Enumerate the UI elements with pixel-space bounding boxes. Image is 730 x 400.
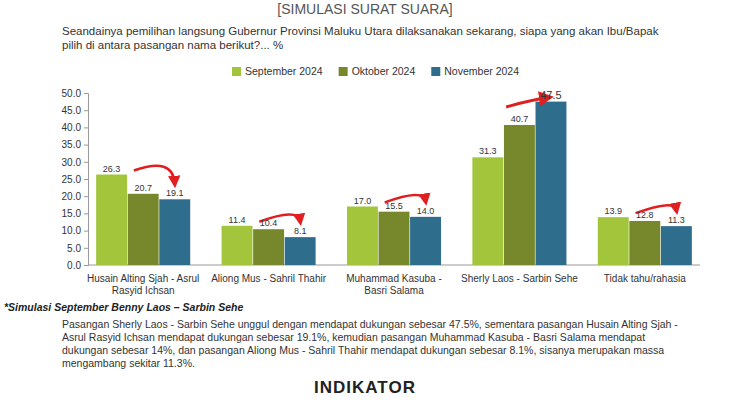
category-label: Tidak tahu/rahasia — [604, 273, 686, 284]
tick-mark — [84, 145, 88, 146]
bar — [629, 221, 660, 265]
tick: 0.0 — [67, 260, 88, 271]
category-label: Aliong Mus - Sahril Thahir — [211, 273, 327, 284]
legend-swatch — [431, 67, 440, 76]
legend-item: Oktober 2024 — [339, 65, 416, 77]
subtitle: Seandainya pemilihan langsung Gubernur P… — [62, 24, 682, 52]
legend: September 2024 Oktober 2024 November 2024 — [232, 65, 519, 77]
data-label: 11.3 — [668, 215, 685, 225]
legend-item: November 2024 — [431, 65, 519, 77]
bar — [285, 237, 316, 265]
tick-mark — [84, 213, 88, 214]
data-labels: 26.3 11.4 17.0 31.3 13.9 20.7 10.4 15.5 40.7 12.8… — [103, 89, 685, 237]
bar — [379, 212, 410, 265]
legend-swatch — [232, 67, 241, 76]
tick-mark — [84, 196, 88, 197]
category-label: Sherly Laos - Sarbin Sehe — [461, 273, 578, 284]
data-label: 15.5 — [385, 201, 403, 211]
bar — [347, 207, 378, 265]
legend-label: September 2024 — [245, 65, 323, 77]
bar — [598, 217, 629, 265]
tick-label: 25.0 — [62, 174, 82, 185]
title: [SIMULASI SURAT SUARA] — [277, 1, 452, 17]
tick-label: 20.0 — [62, 191, 82, 202]
data-label: 19.1 — [166, 188, 184, 198]
tick-label: 15.0 — [62, 208, 82, 219]
tick: 40.0 — [62, 122, 88, 133]
tick: 10.0 — [62, 225, 88, 236]
data-label: 31.3 — [479, 146, 497, 156]
data-label: 26.3 — [103, 164, 121, 174]
tick: 25.0 — [62, 174, 88, 185]
bar — [253, 229, 284, 265]
description: Pasangan Sherly Laos - Sarbin Sehe unggu… — [62, 318, 692, 370]
data-label: 10.4 — [260, 218, 278, 228]
tick: 15.0 — [62, 208, 88, 219]
tick: 45.0 — [62, 105, 88, 116]
bar — [410, 217, 441, 265]
category-label: Husain Alting Sjah - AsrulRasyid Ichsan — [87, 273, 199, 296]
legend-label: Oktober 2024 — [352, 65, 416, 77]
tick: 20.0 — [62, 191, 88, 202]
tick-label: 35.0 — [62, 139, 82, 150]
tick-mark — [84, 231, 88, 232]
legend-swatch — [339, 67, 348, 76]
tick: 30.0 — [62, 157, 88, 168]
tick: 50.0 — [62, 88, 88, 99]
tick: 35.0 — [62, 139, 88, 150]
bar — [159, 199, 190, 265]
tick-label: 45.0 — [62, 105, 82, 116]
trend-arrow — [134, 166, 175, 184]
legend-item: September 2024 — [232, 65, 323, 77]
chart: [SIMULASI SURAT SUARA] September 2024 Okto… — [0, 0, 730, 400]
bars — [96, 102, 692, 265]
data-label: 13.9 — [604, 206, 622, 216]
tick-label: 5.0 — [67, 243, 81, 254]
data-label: 8.1 — [294, 226, 307, 236]
bar — [661, 226, 692, 265]
footnote: *Simulasi September Benny Laos – Sarbin … — [4, 301, 243, 313]
bar — [96, 175, 127, 265]
bar — [128, 194, 159, 265]
bar — [504, 125, 535, 265]
x-axis: Husain Alting Sjah - AsrulRasyid Ichsan A… — [87, 273, 686, 296]
bar — [222, 226, 253, 265]
y-axis: 0.0 5.0 10.0 15.0 20.0 25.0 30.0 35.0 40.0 45.0 50… — [62, 88, 89, 271]
data-label: 17.0 — [354, 196, 372, 206]
bar — [472, 157, 503, 265]
tick: 5.0 — [67, 243, 88, 254]
data-label: 14.0 — [417, 206, 435, 216]
tick-label: 50.0 — [62, 88, 82, 99]
tick-label: 40.0 — [62, 122, 82, 133]
tick-label: 30.0 — [62, 157, 82, 168]
legend-label: November 2024 — [444, 65, 519, 77]
data-label: 47.5 — [540, 89, 561, 101]
logo: INDIKATOR — [314, 378, 416, 397]
data-label: 12.8 — [636, 210, 654, 220]
tick-mark — [84, 179, 88, 180]
tick-mark — [84, 127, 88, 128]
tick-label: 0.0 — [67, 260, 81, 271]
tick-label: 10.0 — [62, 225, 82, 236]
axis-line — [84, 94, 89, 266]
data-label: 11.4 — [229, 215, 246, 225]
tick-mark — [84, 93, 88, 94]
tick-mark — [84, 162, 88, 163]
tick-mark — [84, 265, 88, 266]
data-label: 20.7 — [134, 183, 152, 193]
tick-mark — [84, 110, 88, 111]
category-label: Muhammad Kasuba -Basri Salama — [346, 273, 442, 296]
data-label: 40.7 — [511, 114, 529, 124]
bar — [536, 102, 567, 265]
tick-mark — [84, 248, 88, 249]
trend-arrows — [134, 98, 676, 222]
